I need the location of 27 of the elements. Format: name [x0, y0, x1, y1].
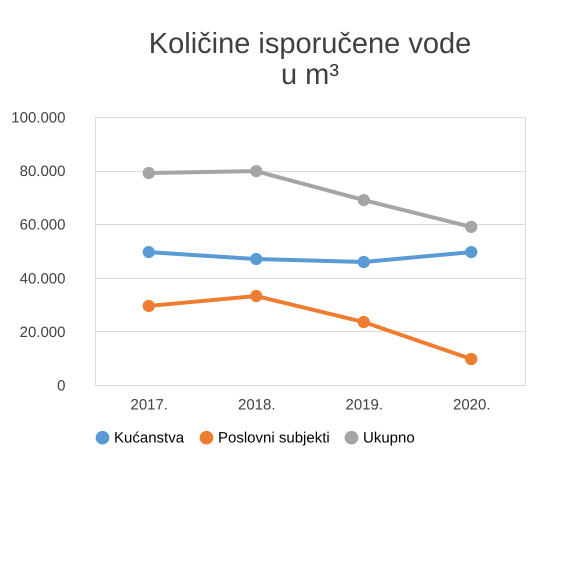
x-tick-label: 2019. [345, 396, 384, 414]
y-tick-label: 60.000 [20, 216, 66, 234]
legend-label: Poslovni subjekti [218, 430, 330, 447]
x-tick-label: 2020. [452, 396, 491, 414]
point [142, 300, 155, 312]
point [142, 166, 155, 180]
point [250, 165, 262, 178]
point [465, 352, 478, 366]
point [465, 246, 478, 258]
y-tick-label: 0 [57, 378, 66, 394]
legend-label: Ukupno [363, 430, 415, 447]
point [358, 194, 370, 206]
text: u m³ [281, 59, 339, 91]
y-tick-label: 100.000 [11, 110, 66, 126]
x-tick-label: 2018. [238, 396, 276, 414]
point [142, 246, 155, 258]
point [358, 316, 370, 328]
point [250, 252, 262, 266]
x-tick-label: 2017. [130, 396, 168, 414]
point [465, 220, 478, 233]
point [250, 290, 262, 302]
y-tick-label: 20.000 [20, 324, 66, 341]
text: Količine isporučene vode [148, 28, 472, 60]
point [358, 256, 370, 268]
y-tick-label: 80.000 [20, 163, 66, 180]
legend-label: Kućanstva [114, 430, 185, 447]
y-tick-label: 40.000 [20, 270, 66, 288]
